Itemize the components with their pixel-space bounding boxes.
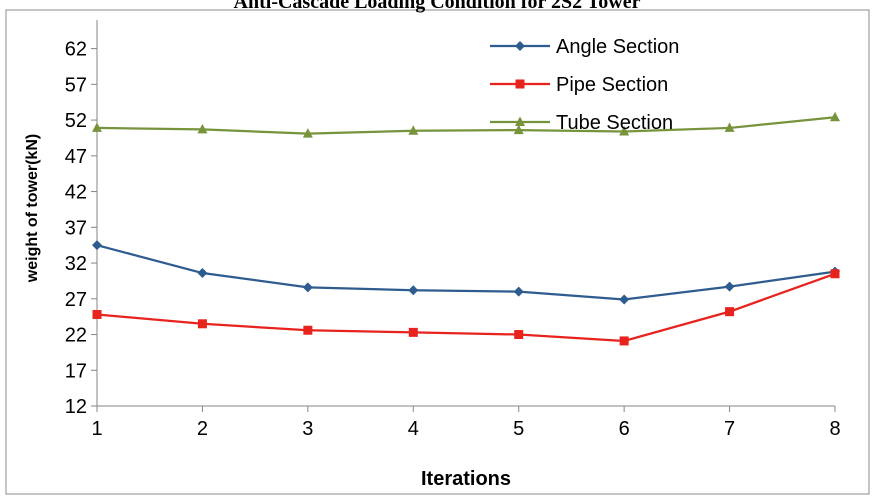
y-tick-label: 47 [65,146,87,168]
x-tick-label: 8 [829,418,840,440]
series-pipe-section [92,269,840,346]
data-point [619,336,629,346]
y-tick-label: 52 [65,110,87,132]
chart-frame [5,9,870,495]
y-tick-label: 42 [65,182,87,204]
legend-marker [515,41,525,51]
data-point [830,269,840,279]
data-point [302,282,313,293]
data-point [197,319,207,329]
y-tick-label: 12 [65,396,87,418]
data-point [724,281,735,292]
data-point [513,124,524,135]
data-point [92,310,102,320]
y-tick-label: 32 [65,253,87,275]
y-tick-label: 57 [65,74,87,96]
legend-marker [515,79,525,89]
data-point [197,268,208,279]
y-tick-label: 37 [65,217,87,239]
data-point [408,285,419,296]
data-point [724,122,735,132]
data-point [303,325,313,335]
x-tick-label: 2 [197,418,208,440]
y-tick-label: 22 [65,325,87,347]
data-point [725,307,735,317]
y-tick-label: 27 [65,289,87,311]
y-tick-label: 17 [65,360,87,382]
x-tick-label: 3 [302,418,313,440]
legend-marker [515,116,525,126]
legend: Angle Section Pipe Section Tube Section [490,36,679,134]
x-tick-label: 5 [513,418,524,440]
data-point [619,126,630,136]
series-tube-section [92,111,840,138]
x-tick-label: 4 [408,418,419,440]
legend-label: Pipe Section [556,74,668,96]
series-lines [92,111,840,346]
y-axis-title: weight of tower(kN) [24,134,41,283]
series-line [96,244,836,301]
data-point [92,122,102,132]
series-line [96,116,836,135]
data-point [619,294,630,305]
legend-label: Angle Section [556,36,679,58]
data-point [197,123,208,134]
data-point [302,128,313,138]
data-point [513,286,524,297]
x-tick-label: 7 [724,418,735,440]
series-line [96,272,836,343]
chart-title: Anti-Cascade Loading Condition for 2S2 T… [234,0,641,13]
data-point [408,125,419,135]
data-point [514,330,524,340]
data-point [830,111,840,122]
data-point [408,327,418,337]
legend-label: Tube Section [556,112,673,134]
y-tick-label: 62 [65,39,87,61]
x-tick-label: 6 [619,418,630,440]
data-point [92,240,102,251]
x-tick-label: 1 [91,418,102,440]
x-axis-title: Iterations [421,468,511,490]
